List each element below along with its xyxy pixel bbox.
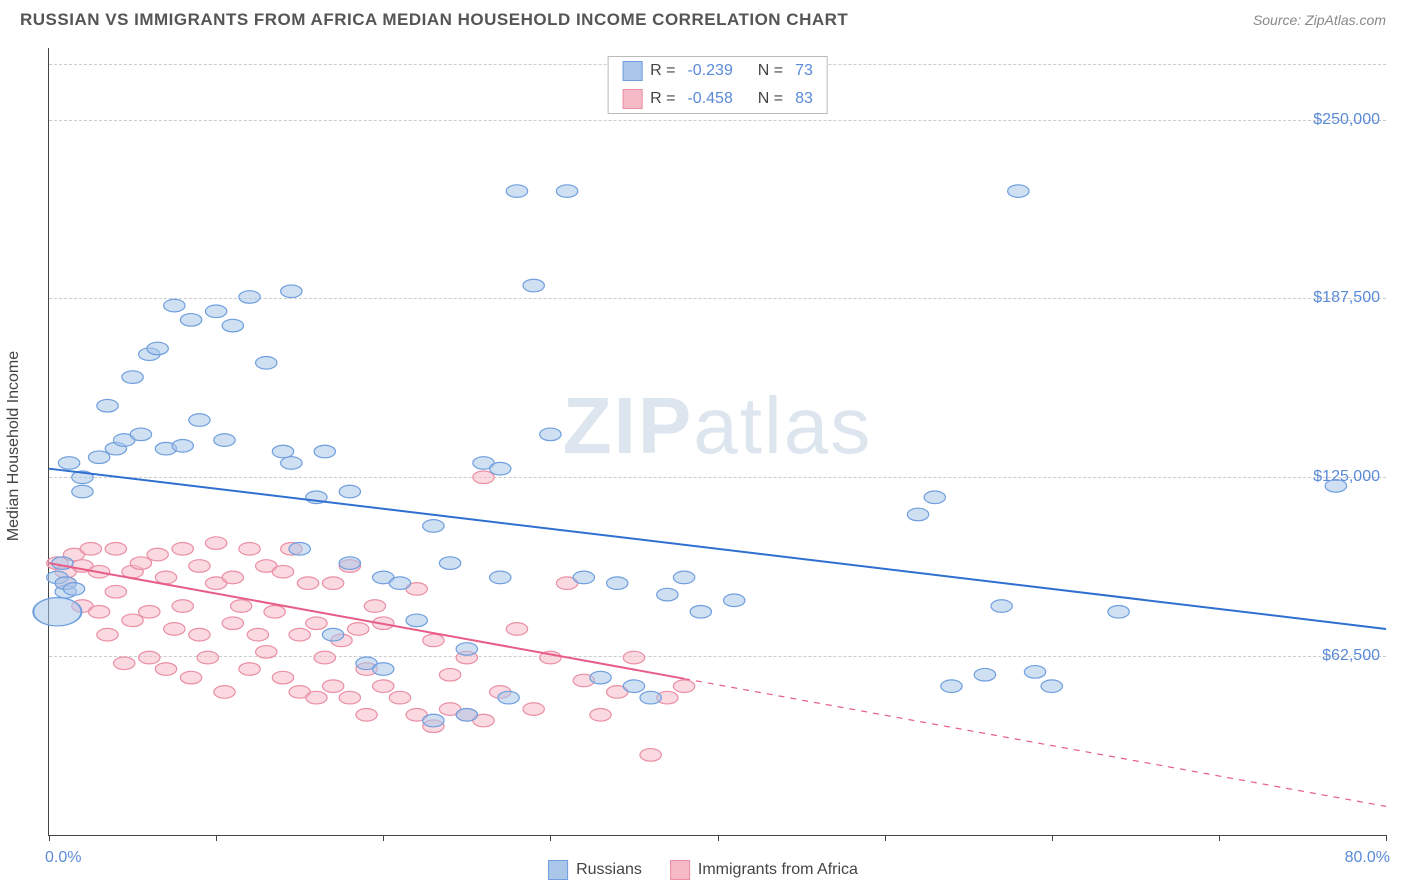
x-axis-min-label: 0.0% [45,849,81,867]
swatch-africa-bottom [670,860,690,880]
swatch-africa [622,89,642,109]
legend-R-value-0: -0.239 [687,62,732,80]
legend-label-africa: Immigrants from Africa [698,861,858,879]
legend-item-russians: Russians [548,860,642,880]
legend-N-value-1: 83 [795,90,813,108]
source-name: ZipAtlas.com [1305,12,1386,28]
legend-N-value-0: 73 [795,62,813,80]
x-tick [1219,835,1220,841]
correlation-legend: R = -0.239 N = 73 R = -0.458 N = 83 [607,56,828,114]
x-tick [885,835,886,841]
legend-row-russians: R = -0.239 N = 73 [608,57,827,85]
x-tick [550,835,551,841]
legend-N-label: N = [758,90,783,108]
legend-R-value-1: -0.458 [687,90,732,108]
swatch-russians-bottom [548,860,568,880]
x-tick [1052,835,1053,841]
x-tick [1386,835,1387,841]
y-axis-label: Median Household Income [5,351,23,541]
x-tick [216,835,217,841]
x-tick [383,835,384,841]
legend-N-label: N = [758,62,783,80]
chart-title: RUSSIAN VS IMMIGRANTS FROM AFRICA MEDIAN… [20,10,848,30]
chart-plot-area: ZIPatlas $62,500$125,000$187,500$250,000… [48,48,1386,836]
chart-header: RUSSIAN VS IMMIGRANTS FROM AFRICA MEDIAN… [0,0,1406,34]
x-tick [718,835,719,841]
scatter-svg [49,48,1386,835]
swatch-russians [622,61,642,81]
legend-row-africa: R = -0.458 N = 83 [608,85,827,113]
legend-R-label: R = [650,62,675,80]
chart-source: Source: ZipAtlas.com [1253,12,1386,28]
series-legend: Russians Immigrants from Africa [548,860,858,880]
legend-item-africa: Immigrants from Africa [670,860,858,880]
source-prefix: Source: [1253,12,1305,28]
legend-label-russians: Russians [576,861,642,879]
x-axis-max-label: 80.0% [1345,849,1390,867]
legend-R-label: R = [650,90,675,108]
x-tick [49,835,50,841]
